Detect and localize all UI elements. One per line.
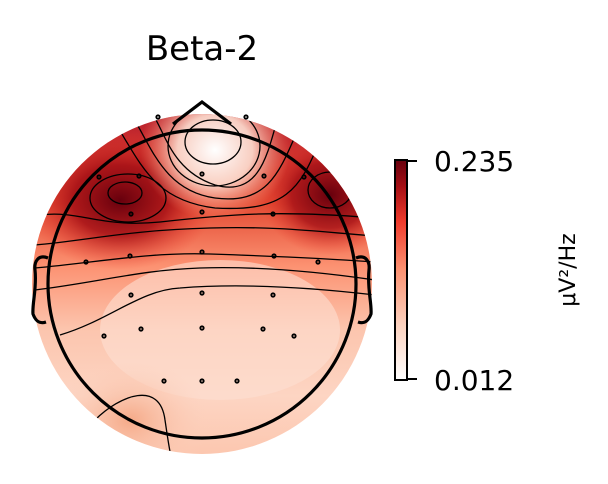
head-outline [31, 99, 373, 440]
nose-outline [172, 99, 232, 126]
sensor-markers [83, 114, 321, 384]
right-ear-outline [355, 255, 373, 325]
topomap-field [32, 114, 372, 454]
colorbar-unit-label: μV²/Hz [556, 233, 581, 306]
colorbar: 0.235 0.012 μV²/Hz [394, 145, 581, 397]
colorbar-scale [394, 159, 408, 381]
left-ear-outline [31, 255, 49, 325]
plot-title: Beta-2 [146, 29, 258, 69]
colorbar-max-label: 0.235 [434, 145, 514, 178]
contour-lines [34, 114, 372, 454]
colorbar-min-label: 0.012 [434, 364, 514, 397]
